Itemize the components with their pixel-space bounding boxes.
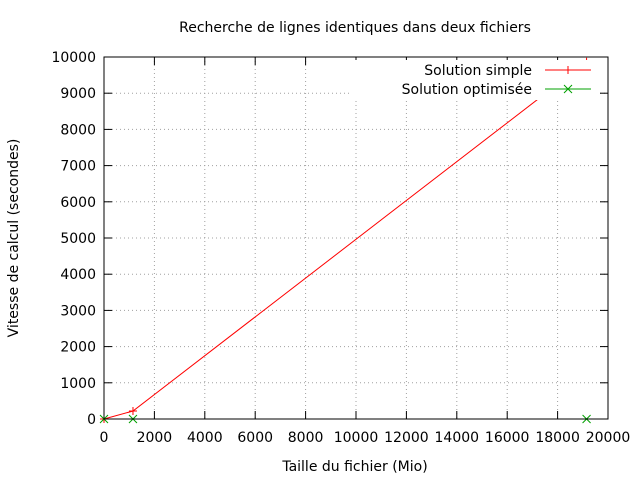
x-tick-label: 20000 <box>586 430 631 446</box>
x-tick-label: 12000 <box>384 430 429 446</box>
y-tick-label: 7000 <box>60 159 96 175</box>
x-tick-label: 6000 <box>237 430 273 446</box>
series-layer <box>99 57 591 424</box>
y-tick-label: 6000 <box>60 195 96 211</box>
x-tick-label: 18000 <box>535 430 580 446</box>
legend-label: Solution simple <box>424 63 532 79</box>
y-axis-label: Vitesse de calcul (secondes) <box>6 139 22 338</box>
grid-lines <box>104 57 608 419</box>
plot-frame <box>103 56 609 420</box>
legend-entry: Solution optimisée <box>402 82 591 98</box>
y-tick-label: 2000 <box>60 340 96 356</box>
y-tick-label: 10000 <box>51 50 96 66</box>
x-tick-label: 16000 <box>485 430 530 446</box>
legend-marker <box>563 84 573 94</box>
chart-title: Recherche de lignes identiques dans deux… <box>179 20 531 36</box>
series-1 <box>100 57 591 423</box>
y-tick-label: 4000 <box>60 267 96 283</box>
legend: Solution simple Solution optimisée <box>350 60 600 100</box>
legend-label: Solution optimisée <box>402 82 532 98</box>
y-tick-label: 5000 <box>60 231 96 247</box>
legend-marker <box>564 66 572 74</box>
legend-entry: Solution simple <box>424 63 591 79</box>
y-tick-label: 3000 <box>60 303 96 319</box>
x-tick-label: 10000 <box>334 430 379 446</box>
axis-ticks: 0 1000 2000 3000 4000 5000 6000 7000 8000 9000 100… <box>51 50 630 446</box>
y-tick-label: 1000 <box>60 376 96 392</box>
y-tick-label: 0 <box>87 412 96 428</box>
y-tick-label: 9000 <box>60 86 96 102</box>
y-tick-label: 8000 <box>60 122 96 138</box>
x-tick-label: 4000 <box>187 430 223 446</box>
x-axis-label: Taille du fichier (Mio) <box>281 459 427 475</box>
x-tick-label: 0 <box>100 430 109 446</box>
series-line <box>103 61 587 420</box>
data-point <box>128 407 137 416</box>
x-tick-label: 2000 <box>137 430 173 446</box>
x-tick-label: 8000 <box>288 430 324 446</box>
legend-background <box>350 60 600 100</box>
x-tick-label: 14000 <box>435 430 480 446</box>
